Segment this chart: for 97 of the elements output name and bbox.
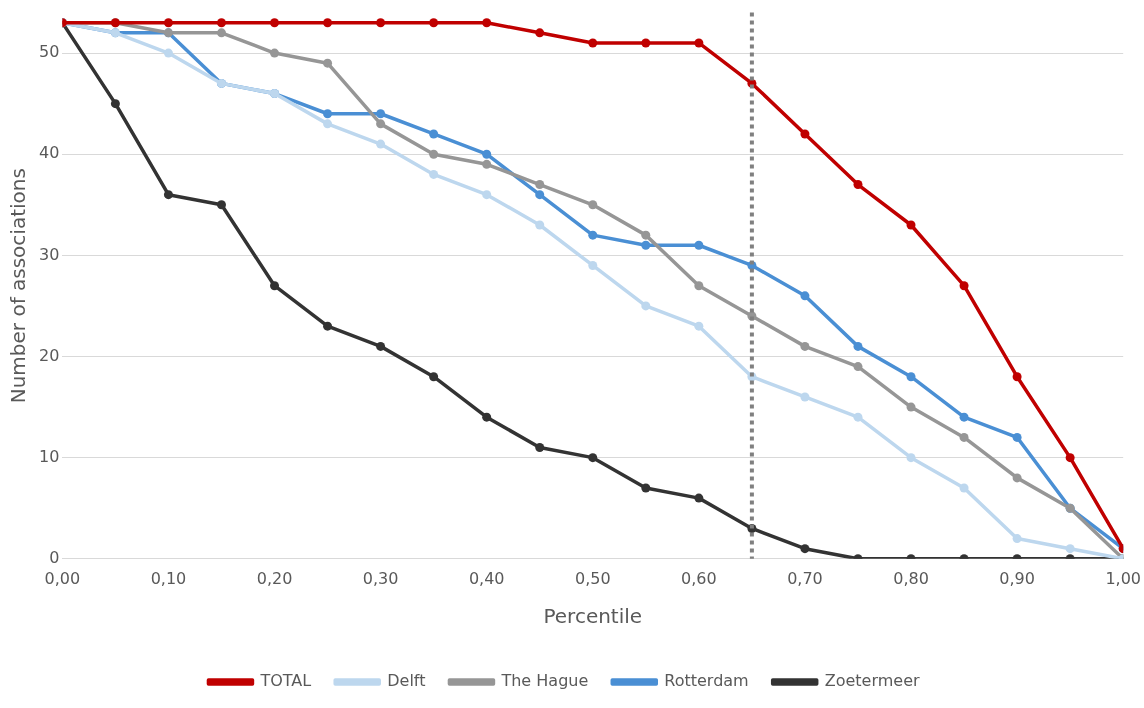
point [959,483,969,493]
point [694,493,704,503]
point [694,321,704,331]
point [535,190,545,200]
point [800,291,810,301]
y-tick-label: 10 [39,446,60,466]
x-tick-label: 0,60 [681,568,717,588]
point [323,119,333,129]
point [1012,534,1022,544]
point [323,18,333,28]
point [1065,544,1075,554]
point [588,453,598,463]
y-axis-title: Number of associations [6,168,31,404]
point [163,190,173,200]
point [800,341,810,351]
point [641,38,651,48]
x-tick-label: 0,50 [574,568,611,588]
point [588,230,598,240]
point [588,38,598,48]
x-axis-title: Percentile [543,604,643,629]
y-tick-label: 30 [39,244,60,264]
x-tick-label: 0,40 [468,568,505,588]
x-tick-label: 0,30 [362,568,399,588]
point [482,412,492,422]
legend-label: Zoetermeer [824,671,920,691]
y-tick-label: 40 [39,143,60,163]
x-tick-label: 0,80 [893,568,929,588]
point [270,48,280,58]
point [800,392,810,402]
point [163,18,173,28]
point [853,180,863,190]
point [535,28,545,38]
point [959,432,969,442]
x-tick-label: 0,90 [999,568,1035,588]
legend-label: TOTAL [259,671,312,691]
y-tick-label: 20 [39,345,60,365]
point [959,412,969,422]
point [853,341,863,351]
x-tick-label: 1,00 [1105,568,1141,588]
point [216,28,226,38]
point [694,38,704,48]
x-tick-label: 0,00 [44,568,81,588]
point [376,109,386,119]
point [482,159,492,169]
point [535,443,545,453]
point [482,190,492,200]
point [959,281,969,291]
point [323,109,333,119]
point [694,281,704,291]
point [641,230,651,240]
x-tick-label: 0,70 [787,568,823,588]
point [482,18,492,28]
point [1065,453,1075,463]
point [906,220,916,230]
x-tick-label: 0,20 [256,568,293,588]
point [694,240,704,250]
point [1012,432,1022,442]
point [270,18,280,28]
x-tick-label: 0,10 [150,568,187,588]
point [906,453,916,463]
point [482,149,492,159]
point [906,372,916,382]
legend-label: Delft [387,671,426,691]
point [1012,473,1022,483]
point [216,200,226,210]
point [588,200,598,210]
point [535,180,545,190]
point [429,169,439,179]
point [800,544,810,554]
point [110,99,120,109]
point [376,341,386,351]
legend-label: Rotterdam [664,671,749,691]
point [429,149,439,159]
point [853,362,863,372]
point [588,260,598,270]
point [323,58,333,68]
point [323,321,333,331]
point [641,240,651,250]
point [535,220,545,230]
point [376,119,386,129]
point [429,18,439,28]
point [906,402,916,412]
point [216,18,226,28]
point [163,48,173,58]
point [376,139,386,149]
point [800,129,810,139]
point [641,301,651,311]
point [641,483,651,493]
legend-label: The Hague [500,671,589,691]
y-tick-label: 50 [39,42,60,62]
point [853,412,863,422]
point [429,129,439,139]
point [1012,372,1022,382]
point [376,18,386,28]
y-tick-label: 0 [49,547,60,567]
point [429,372,439,382]
point [270,281,280,291]
